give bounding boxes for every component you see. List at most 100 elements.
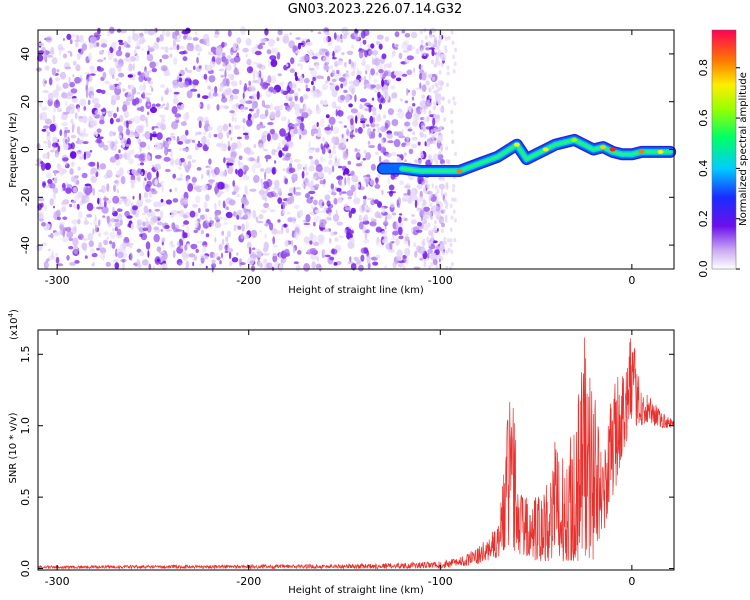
spectrogram-noise-blob xyxy=(394,177,397,180)
spectrogram-noise-blob xyxy=(452,69,456,74)
spectrogram-noise-blob xyxy=(441,228,444,233)
spectrogram-noise-blob xyxy=(99,163,107,170)
spectrogram-noise-blob xyxy=(451,40,455,45)
spectrogram-noise-blob xyxy=(141,259,149,266)
spectrogram-noise-blob xyxy=(174,187,178,193)
spectrogram-noise-blob xyxy=(195,31,198,35)
spectrogram-noise-blob xyxy=(449,266,453,271)
spectrogram-noise-blob xyxy=(174,30,180,36)
spectrogram-noise-blob xyxy=(76,126,81,135)
spectrogram-noise-blob xyxy=(412,120,419,127)
spectrogram-noise-blob xyxy=(98,50,104,55)
spectrogram-x-label: Height of straight line (km) xyxy=(288,285,424,296)
spectrogram-noise-blob xyxy=(325,80,329,84)
spectrogram-ridge-peak xyxy=(638,149,645,154)
spectrogram-noise-blob xyxy=(221,238,225,246)
spectrogram-noise-blob xyxy=(385,152,392,158)
spectrogram-noise-blob xyxy=(208,132,212,139)
spectrogram-noise-blob xyxy=(41,162,46,171)
spectrogram-noise-blob xyxy=(277,197,283,205)
colorbar-frame xyxy=(711,29,737,270)
spectrogram-noise-blob xyxy=(224,69,227,79)
spectrogram-noise-blob xyxy=(171,209,178,216)
spectrogram-noise-blob xyxy=(450,249,454,255)
spectrogram-noise-blob xyxy=(160,123,167,131)
spectrogram-noise-blob xyxy=(100,43,107,48)
spectrogram-noise-blob xyxy=(170,150,173,158)
spectrogram-y-label: Frequency (Hz) xyxy=(8,112,19,188)
spectrogram-noise-blob xyxy=(207,51,212,55)
spectrogram-noise-blob xyxy=(276,230,280,234)
spectrogram-noise-blob xyxy=(251,102,255,111)
spectrogram-noise-blob xyxy=(198,120,202,129)
spectrogram-noise-blob xyxy=(168,89,173,93)
spectrogram-noise-blob xyxy=(417,141,421,146)
spectrogram-noise-blob xyxy=(83,127,86,134)
spectrogram-noise-blob xyxy=(364,231,368,240)
spectrogram-noise-blob xyxy=(100,38,108,45)
spectrogram-noise-blob xyxy=(329,82,334,86)
spectrogram-noise-blob xyxy=(440,145,443,150)
spectrogram-noise-blob xyxy=(260,183,264,189)
spectrogram-noise-blob xyxy=(97,27,101,35)
spectrogram-noise-blob xyxy=(341,52,345,56)
spectrogram-noise-blob xyxy=(264,109,269,117)
spectrogram-noise-blob xyxy=(178,33,182,40)
spectrogram-noise-blob xyxy=(156,61,159,66)
spectrogram-noise-blob xyxy=(56,68,60,73)
spectrogram-noise-blob xyxy=(337,158,341,162)
spectrogram-noise-blob xyxy=(176,177,183,181)
spectrogram-noise-blob xyxy=(118,42,124,46)
spectrogram-noise-blob xyxy=(71,33,77,38)
spectrogram-noise-blob xyxy=(220,96,228,103)
spectrogram-noise-blob xyxy=(371,107,377,112)
spectrogram-noise-blob xyxy=(248,80,252,87)
spectrogram-noise-blob xyxy=(435,114,440,120)
spectrogram-noise-blob xyxy=(294,231,299,240)
spectrogram-noise-blob xyxy=(157,258,160,262)
spectrogram-noise-blob xyxy=(109,85,116,91)
spectrogram-noise-blob xyxy=(69,203,73,208)
spectrogram-noise-blob xyxy=(106,110,112,114)
spectrogram-noise-blob xyxy=(419,72,423,80)
spectrogram-noise-blob xyxy=(365,179,369,188)
spectrogram-noise-blob xyxy=(267,58,271,67)
spectrogram-noise-blob xyxy=(64,129,67,134)
spectrogram-noise-blob xyxy=(282,257,287,263)
spectrogram-noise-blob xyxy=(436,42,440,45)
spectrogram-noise-blob xyxy=(44,162,51,170)
spectrogram-noise-blob xyxy=(449,203,453,209)
spectrogram-noise-blob xyxy=(410,219,417,225)
spectrogram-noise-blob xyxy=(185,129,189,136)
spectrogram-noise-blob xyxy=(428,94,432,100)
spectrogram-noise-blob xyxy=(180,245,183,249)
spectrogram-noise-blob xyxy=(397,226,403,236)
spectrogram-noise-blob xyxy=(445,182,449,187)
spectrogram-noise-blob xyxy=(415,48,420,55)
spectrogram-noise-blob xyxy=(360,118,367,122)
spectrogram-noise-blob xyxy=(231,191,237,196)
spectrogram-noise-blob xyxy=(184,139,191,145)
spectrogram-noise-blob xyxy=(365,83,373,89)
spectrogram-noise-blob xyxy=(309,147,316,151)
spectrogram-noise-blob xyxy=(446,82,449,88)
spectrogram-noise-blob xyxy=(62,157,69,162)
spectrogram-noise-blob xyxy=(113,58,118,63)
spectrogram-noise-blob xyxy=(417,207,423,211)
spectrogram-noise-blob xyxy=(213,55,219,59)
spectrogram-noise-blob xyxy=(272,236,276,245)
spectrogram-noise-blob xyxy=(96,59,104,63)
spectrogram-noise-blob xyxy=(282,168,286,172)
spectrogram-noise-blob xyxy=(153,226,160,231)
spectrogram-noise-blob xyxy=(312,76,316,82)
spectrogram-noise-blob xyxy=(433,210,437,215)
spectrogram-noise-blob xyxy=(344,177,347,186)
y-tick-label: 0.0 xyxy=(19,560,32,578)
spectrogram-noise-blob xyxy=(231,115,235,122)
spectrogram-noise-blob xyxy=(324,254,331,258)
spectrogram-noise-blob xyxy=(435,160,439,166)
spectrogram-noise-blob xyxy=(256,63,263,69)
spectrogram-noise-blob xyxy=(109,156,117,163)
spectrogram-noise-blob xyxy=(375,83,382,90)
spectrogram-noise-blob xyxy=(328,212,332,217)
